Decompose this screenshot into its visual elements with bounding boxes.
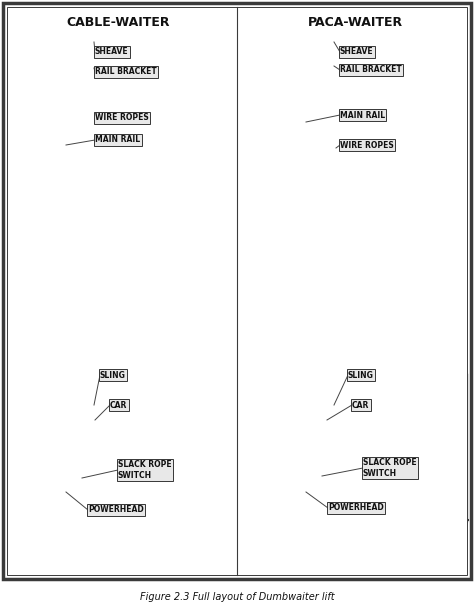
Polygon shape	[334, 397, 344, 405]
Bar	[58, 38, 74, 470]
Bar	[298, 498, 334, 516]
Polygon shape	[48, 347, 58, 355]
Text: WIRE ROPES: WIRE ROPES	[340, 141, 394, 149]
Text: POWERHEAD: POWERHEAD	[88, 505, 144, 515]
Text: POWERHEAD: POWERHEAD	[328, 504, 384, 513]
Polygon shape	[288, 157, 298, 165]
Polygon shape	[307, 410, 417, 510]
Text: WIRE ROPES: WIRE ROPES	[95, 113, 149, 122]
Text: SHEAVE: SHEAVE	[95, 48, 128, 57]
Bar	[53, 472, 104, 497]
Polygon shape	[94, 287, 104, 295]
Polygon shape	[94, 347, 104, 355]
Bar	[298, 38, 314, 470]
Text: RAIL BRACKET: RAIL BRACKET	[340, 66, 402, 74]
Circle shape	[318, 476, 326, 484]
Bar	[78, 38, 94, 470]
Polygon shape	[48, 157, 58, 165]
Circle shape	[74, 472, 90, 488]
Bar	[292, 400, 346, 418]
Polygon shape	[288, 107, 298, 115]
Polygon shape	[307, 390, 452, 410]
Bar	[307, 518, 319, 538]
Polygon shape	[94, 397, 104, 405]
Text: SHEAVE: SHEAVE	[340, 48, 374, 57]
Polygon shape	[94, 217, 104, 225]
Text: CABLE-WAITER: CABLE-WAITER	[66, 15, 170, 29]
Polygon shape	[417, 390, 452, 510]
Polygon shape	[288, 397, 298, 405]
Polygon shape	[48, 217, 58, 225]
Polygon shape	[48, 67, 58, 75]
Text: MAIN RAIL: MAIN RAIL	[95, 135, 140, 144]
Bar	[175, 518, 187, 538]
Text: Figure 2.3 Full layout of Dumbwaiter lift: Figure 2.3 Full layout of Dumbwaiter lif…	[140, 592, 334, 602]
Polygon shape	[334, 157, 344, 165]
Circle shape	[314, 472, 330, 488]
Text: SLING: SLING	[348, 370, 374, 379]
Polygon shape	[288, 347, 298, 355]
Polygon shape	[334, 287, 344, 295]
Polygon shape	[94, 67, 104, 75]
Bar	[318, 38, 334, 470]
Bar	[294, 32, 342, 40]
Bar	[58, 498, 94, 516]
Polygon shape	[334, 347, 344, 355]
Polygon shape	[334, 67, 344, 75]
Bar	[407, 518, 419, 538]
Polygon shape	[48, 107, 58, 115]
Text: PACA-WAITER: PACA-WAITER	[308, 15, 402, 29]
Circle shape	[313, 31, 331, 49]
Text: CAR: CAR	[352, 401, 369, 409]
Text: SLACK ROPE
SWITCH: SLACK ROPE SWITCH	[118, 460, 172, 480]
Bar	[293, 472, 344, 497]
Bar	[54, 32, 102, 40]
Bar	[52, 400, 106, 418]
Polygon shape	[334, 217, 344, 225]
Polygon shape	[48, 287, 58, 295]
Polygon shape	[288, 437, 298, 445]
Text: CAR: CAR	[110, 401, 128, 409]
Polygon shape	[288, 217, 298, 225]
Polygon shape	[94, 107, 104, 115]
Text: SLING: SLING	[100, 370, 126, 379]
Circle shape	[318, 36, 326, 44]
Text: RAIL BRACKET: RAIL BRACKET	[95, 68, 157, 77]
Text: SLACK ROPE
SWITCH: SLACK ROPE SWITCH	[363, 459, 417, 477]
Bar	[75, 518, 87, 538]
Polygon shape	[334, 107, 344, 115]
Polygon shape	[48, 437, 58, 445]
Bar	[297, 510, 427, 518]
Polygon shape	[288, 287, 298, 295]
Bar	[65, 510, 195, 518]
Polygon shape	[334, 437, 344, 445]
Polygon shape	[75, 410, 185, 510]
Polygon shape	[94, 157, 104, 165]
Polygon shape	[48, 397, 58, 405]
Polygon shape	[288, 67, 298, 75]
Circle shape	[73, 31, 91, 49]
Polygon shape	[185, 390, 220, 510]
Polygon shape	[75, 390, 220, 410]
Polygon shape	[94, 437, 104, 445]
Text: MAIN RAIL: MAIN RAIL	[340, 110, 385, 119]
